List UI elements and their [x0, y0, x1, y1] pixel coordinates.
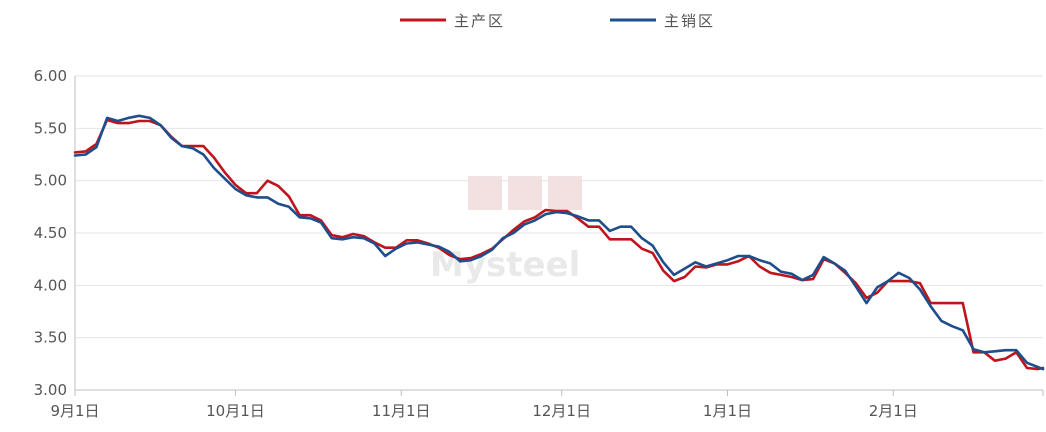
- series-line-2: [73, 114, 1045, 371]
- watermark-logo-block: [468, 176, 502, 210]
- y-tick-label: 3.50: [34, 329, 67, 347]
- legend-item: 主产区: [400, 12, 505, 30]
- y-tick-label: 3.00: [34, 381, 67, 399]
- x-tick-label: 9月1日: [50, 402, 99, 420]
- x-tick-label: 11月1日: [372, 402, 431, 420]
- x-tick-label: 12月1日: [532, 402, 591, 420]
- y-tick-label: 6.00: [34, 67, 67, 85]
- legend-label: 主销区: [664, 12, 715, 30]
- watermark-logo-block: [508, 176, 542, 210]
- watermark: Mysteel: [430, 176, 582, 285]
- y-tick-label: 4.00: [34, 276, 67, 294]
- x-tick-label: 1月1日: [703, 402, 752, 420]
- x-tick-label: 10月1日: [206, 402, 265, 420]
- watermark-logo-block: [548, 176, 582, 210]
- grid: [75, 75, 1043, 339]
- y-tick-label: 5.00: [34, 172, 67, 190]
- legend-item: 主销区: [610, 12, 715, 30]
- y-tick-label: 5.50: [34, 119, 67, 137]
- axes: 3.00 3.50 4.00 4.50 5.00 5.50 6.00 9月1日 10月1日 11月…: [34, 67, 1044, 420]
- legend: 主产区 主销区: [400, 12, 715, 30]
- series-lines: [73, 114, 1045, 371]
- y-tick-label: 4.50: [34, 224, 67, 242]
- watermark-text: Mysteel: [430, 245, 580, 285]
- legend-label: 主产区: [454, 12, 505, 30]
- x-tick-label: 2月1日: [869, 402, 918, 420]
